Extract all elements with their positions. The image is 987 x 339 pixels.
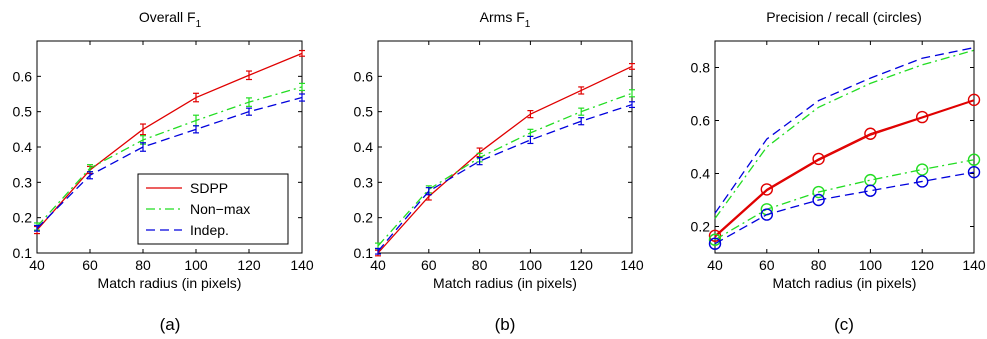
x-tick-label: 60	[82, 257, 98, 273]
series-line-indep	[36, 96, 303, 229]
x-tick-label: 40	[29, 257, 45, 273]
data-point-circle	[864, 173, 877, 187]
chart-0: 40 60 80 100 120 140 0.1 0.2 0.3 0.4 0.5 0.6 Overall…	[13, 9, 314, 334]
x-tick-label: 140	[962, 257, 986, 273]
y-tick-label: 0.3	[13, 174, 33, 190]
data-point-circle	[967, 165, 981, 179]
series-line-sdpp	[714, 100, 975, 238]
x-tick-label: 40	[707, 257, 723, 273]
series-line-sdpp	[714, 99, 975, 237]
series-line-nonmax	[377, 92, 633, 247]
x-tick-label: 100	[184, 257, 208, 273]
x-tick-label: 60	[759, 257, 775, 273]
series-line-sdpp	[36, 52, 303, 231]
x-tick-label: 80	[811, 257, 827, 273]
y-tick-label: 0.6	[13, 68, 33, 84]
x-axis-label: Match radius (in pixels)	[98, 275, 242, 291]
data-point-circle	[812, 193, 825, 207]
x-tick-label: 140	[290, 257, 314, 273]
legend-label: Indep.	[190, 222, 229, 238]
y-tick-label: 0.2	[13, 210, 33, 226]
x-tick-label: 100	[519, 257, 543, 273]
legend: SDPP Non−max Indep.	[137, 173, 289, 245]
data-point-circle	[916, 110, 929, 124]
y-tick-label: 0.5	[13, 104, 33, 120]
series-line-indep	[377, 103, 633, 252]
data-point-circle	[864, 184, 877, 197]
y-tick-label: 0.4	[13, 139, 33, 155]
chart-title: Arms F1	[480, 9, 531, 30]
data-point-circle	[967, 153, 981, 166]
subfigure-caption: (b)	[495, 315, 516, 334]
y-tick-label: 0.8	[691, 60, 711, 76]
y-tick-label: 0.1	[13, 245, 33, 261]
series-line-indep	[714, 171, 975, 245]
y-tick-label: 0.5	[354, 104, 374, 120]
y-tick-label: 0.4	[691, 166, 711, 182]
x-axis-label: Match radius (in pixels)	[433, 275, 577, 291]
data-point-circle	[760, 183, 773, 196]
series-line-nonmax	[714, 49, 975, 219]
data-point-circle	[916, 175, 929, 188]
legend-label: Non−max	[190, 201, 250, 217]
data-point-circle	[812, 152, 825, 166]
data-point-circle	[708, 233, 722, 246]
y-tick-label: 0.2	[691, 219, 711, 235]
x-tick-label: 80	[472, 257, 488, 273]
data-point-circle	[812, 185, 825, 199]
plot-frame	[377, 40, 633, 254]
chart-1: 40 60 80 100 120 140 0.1 0.2 0.3 0.4 0.5 0.6 Arms F1…	[354, 9, 644, 334]
subfigure-caption: (a)	[160, 315, 181, 334]
x-tick-label: 120	[570, 257, 594, 273]
series-line-nonmax	[36, 86, 303, 227]
y-tick-label: 0.1	[354, 245, 374, 261]
data-point-circle	[708, 237, 722, 250]
series-line-indep	[714, 46, 975, 214]
series-line-nonmax	[714, 159, 975, 241]
subfigure-caption: (c)	[834, 315, 854, 334]
y-tick-label: 0.3	[354, 174, 374, 190]
data-point-circle	[967, 93, 981, 107]
legend-label: SDPP	[190, 180, 228, 196]
x-tick-label: 80	[135, 257, 151, 273]
plot-frame	[714, 40, 975, 254]
legend-box	[137, 173, 289, 245]
x-tick-label: 140	[620, 257, 644, 273]
data-point-circle	[916, 163, 929, 176]
x-tick-label: 100	[859, 257, 883, 273]
x-tick-label: 60	[421, 257, 437, 273]
x-tick-label: 40	[370, 257, 386, 273]
y-tick-label: 0.6	[691, 113, 711, 129]
y-tick-label: 0.6	[354, 68, 374, 84]
data-point-circle	[760, 208, 773, 221]
y-tick-label: 0.4	[354, 139, 374, 155]
y-tick-label: 0.2	[354, 210, 374, 226]
data-point-circle	[864, 127, 877, 140]
chart-title: Precision / recall (circles)	[766, 9, 922, 25]
series-line-sdpp	[377, 65, 633, 254]
x-tick-label: 120	[237, 257, 261, 273]
chart-2: 40 60 80 100 120 140 0.2 0.4 0.6 0.8 Precision / r…	[691, 9, 986, 334]
chart-title: Overall F1	[139, 9, 202, 30]
x-axis-label: Match radius (in pixels)	[773, 275, 917, 291]
x-tick-label: 120	[911, 257, 935, 273]
